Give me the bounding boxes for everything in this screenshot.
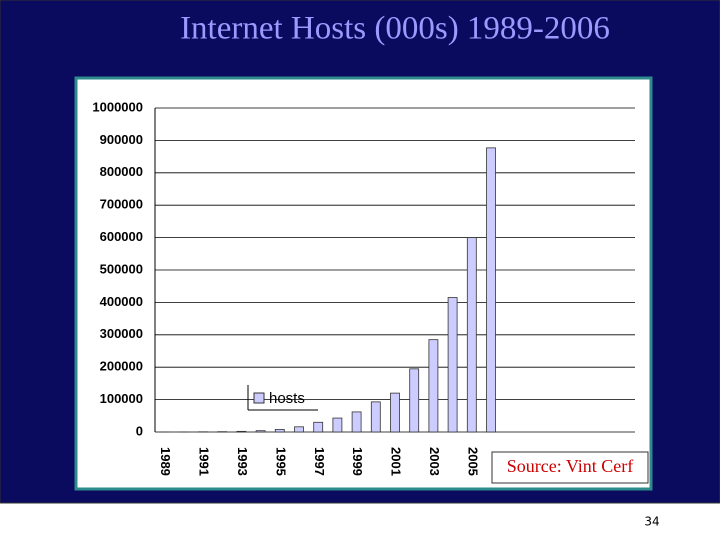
y-tick-label: 700000 xyxy=(100,197,143,212)
bar xyxy=(295,427,304,432)
y-tick-label: 200000 xyxy=(100,359,143,374)
slide-title: Internet Hosts (000s) 1989-2006 xyxy=(180,11,610,47)
y-tick-label: 400000 xyxy=(100,294,143,309)
y-tick-label: 500000 xyxy=(100,261,143,276)
chart-area xyxy=(76,78,651,489)
bar xyxy=(352,412,361,432)
legend-swatch xyxy=(254,393,264,403)
bar xyxy=(429,340,438,432)
bar xyxy=(314,422,323,432)
x-tick-label: 1995 xyxy=(273,447,288,476)
bar xyxy=(275,429,284,432)
x-tick-label: 1991 xyxy=(197,447,212,476)
bar xyxy=(448,298,457,432)
y-tick-label: 0 xyxy=(136,423,143,438)
legend-label: hosts xyxy=(269,390,305,407)
bar xyxy=(256,431,265,432)
x-tick-label: 1993 xyxy=(235,447,250,476)
bar xyxy=(487,148,496,432)
y-tick-label: 600000 xyxy=(100,229,143,244)
y-tick-label: 800000 xyxy=(100,164,143,179)
x-tick-label: 1989 xyxy=(158,447,173,476)
bar xyxy=(237,431,246,432)
bar xyxy=(410,369,419,432)
y-tick-label: 300000 xyxy=(100,326,143,341)
x-tick-label: 1999 xyxy=(350,447,365,476)
y-tick-label: 1000000 xyxy=(92,99,143,114)
source-note: Source: Vint Cerf xyxy=(507,456,634,476)
x-tick-label: 1997 xyxy=(312,447,327,476)
x-tick-label: 2001 xyxy=(389,447,404,476)
bar xyxy=(391,393,400,432)
x-tick-label: 2003 xyxy=(427,447,442,476)
bar xyxy=(371,402,380,432)
page-number: 34 xyxy=(644,515,659,529)
x-tick-label: 2005 xyxy=(465,447,480,476)
bar xyxy=(333,418,342,432)
y-tick-label: 100000 xyxy=(100,391,143,406)
y-tick-label: 900000 xyxy=(100,132,143,147)
bar xyxy=(467,238,476,432)
